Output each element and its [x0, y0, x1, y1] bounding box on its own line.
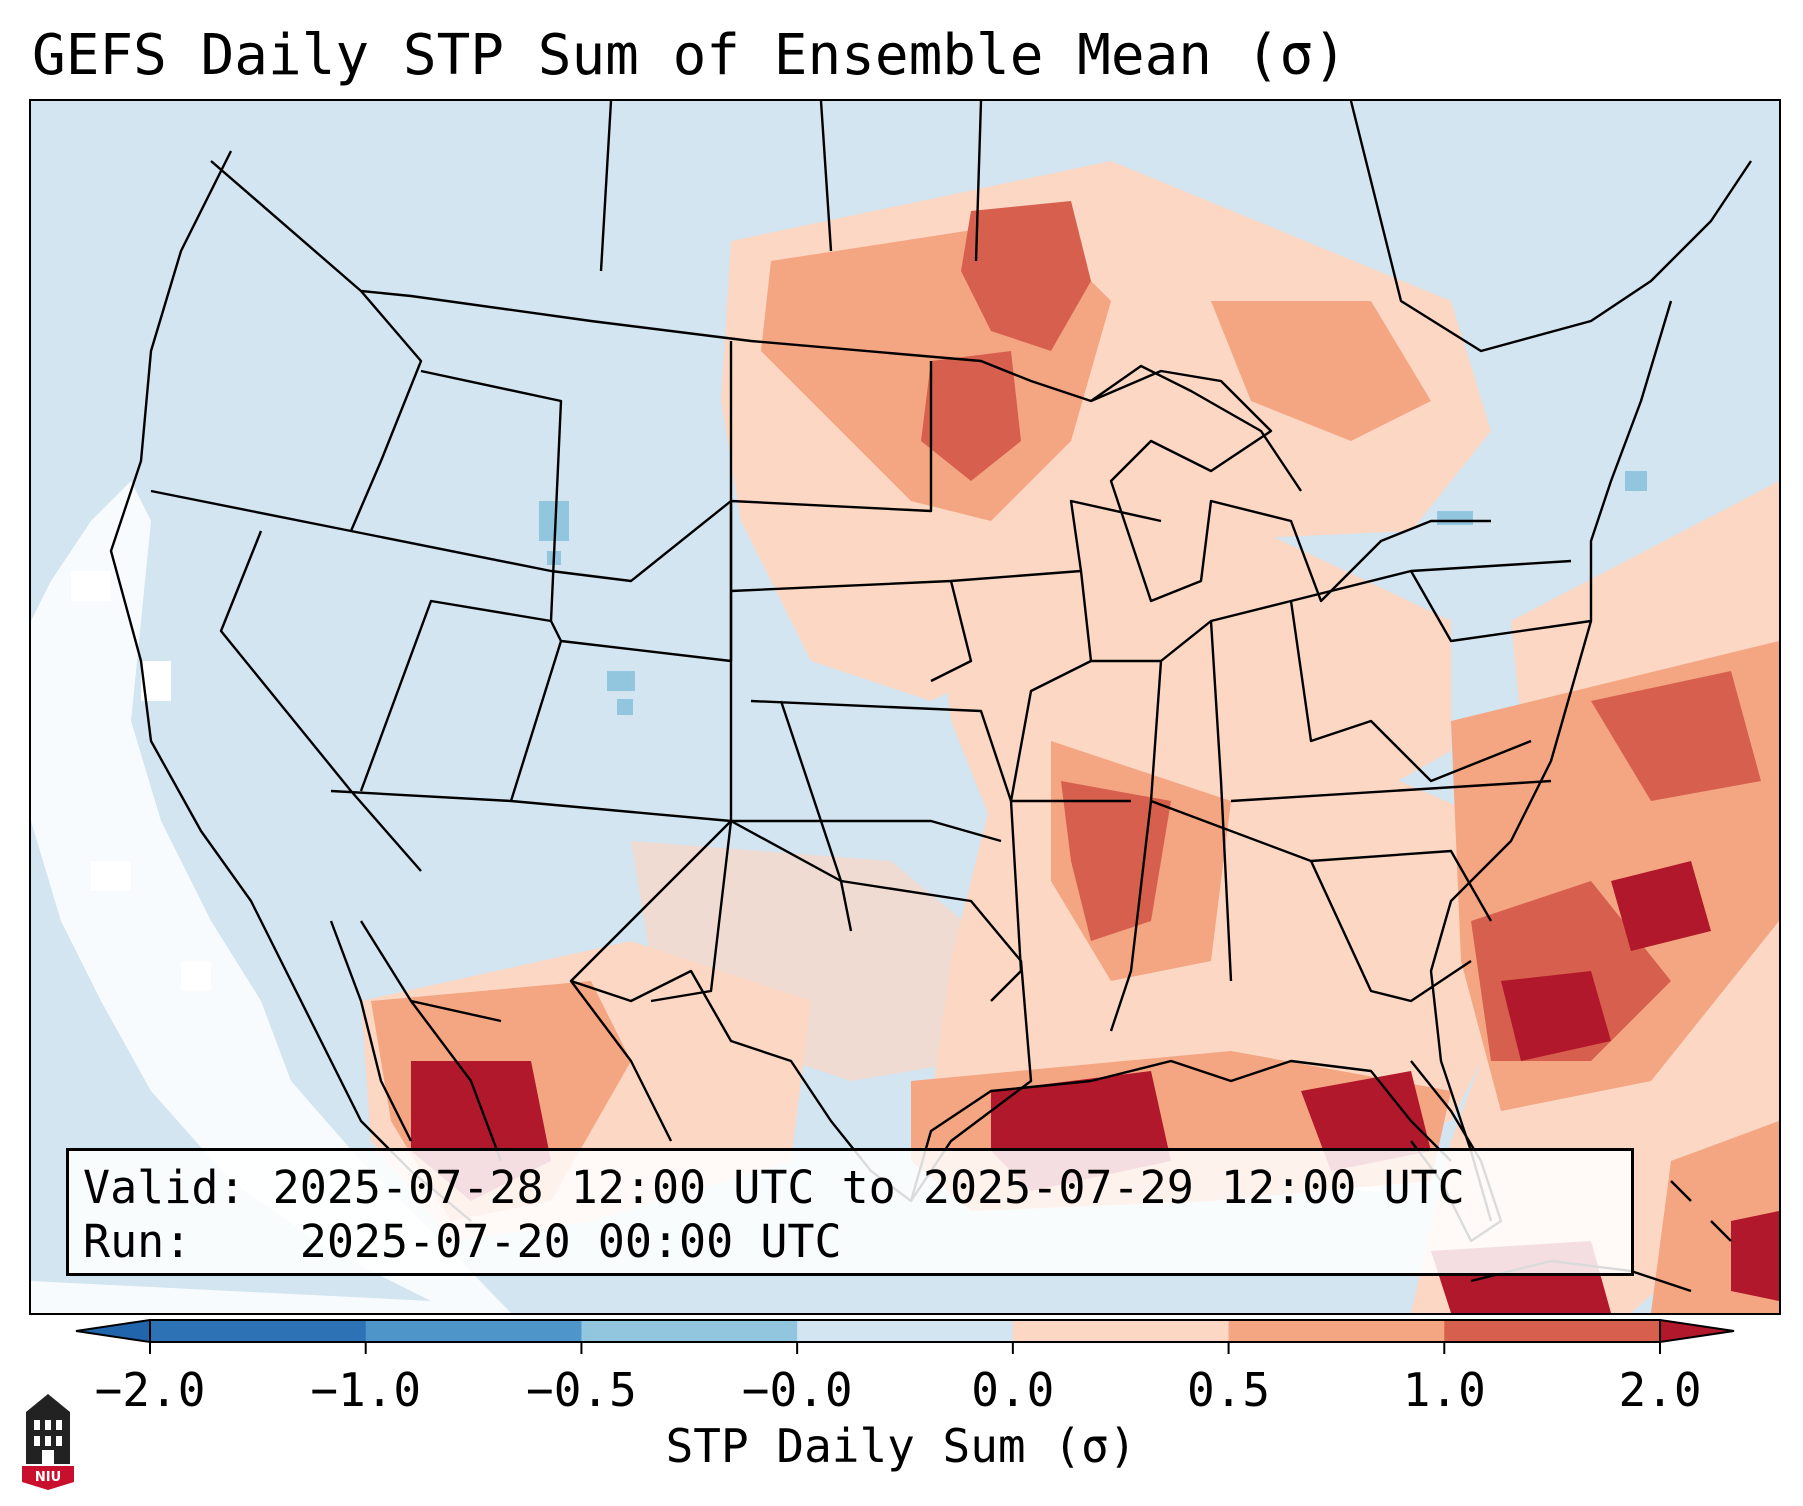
colorbar: −2.0 −1.0 −0.5 −0.0 0.0 0.5 1.0 2.0 STP Daily S…	[75, 1318, 1735, 1473]
colorbar-segment	[1444, 1320, 1661, 1342]
colorbar-label: STP Daily Sum (σ)	[666, 1419, 1137, 1473]
colorbar-ticks: −2.0 −1.0 −0.5 −0.0 0.0 0.5 1.0 2.0	[95, 1342, 1702, 1417]
info-box: Valid: 2025-07-28 12:00 UTC to 2025-07-2…	[66, 1148, 1634, 1276]
logo-text: NIU	[35, 1470, 61, 1485]
colorbar-tick-label: −2.0	[95, 1363, 206, 1417]
colorbar-tick-label: 0.5	[1187, 1363, 1270, 1417]
state-lines-west	[150, 290, 1002, 872]
patch-med-ontario	[1211, 301, 1431, 441]
patch-dark-minnesota	[921, 351, 1021, 481]
mexico-lines	[359, 920, 673, 1162]
patch-neg-colorado	[607, 671, 635, 691]
patch-neg-newyork	[1437, 511, 1473, 525]
us-canada-border	[210, 160, 1302, 492]
colorbar-tick-label: 1.0	[1403, 1363, 1486, 1417]
colorbar-tick-label: −0.0	[742, 1363, 853, 1417]
gulf-coast	[909, 1059, 1452, 1202]
map-svg	[31, 101, 1779, 1313]
patch-neg-colorado-2	[617, 699, 633, 715]
patch-dark-gulf-east	[1301, 1071, 1431, 1171]
chart-title: GEFS Daily STP Sum of Ensemble Mean (σ)	[32, 23, 1347, 88]
niu-logo-icon: NIU	[22, 1394, 74, 1490]
patch-dark-atlantic-1	[1591, 671, 1761, 801]
bahamas	[1670, 1180, 1732, 1242]
colorbar-segment	[150, 1320, 367, 1342]
valid-label: Valid:	[83, 1161, 246, 1214]
state-lines-east	[1091, 559, 1592, 1032]
colorbar-extend-under	[75, 1318, 151, 1344]
canada-lines	[599, 101, 1752, 353]
colorbar-bar	[75, 1318, 1735, 1344]
run-value: 2025-07-20 00:00 UTC	[299, 1215, 842, 1268]
map-panel	[29, 99, 1781, 1315]
patch-light-texas	[631, 841, 1011, 1081]
colorbar-tick-label: 0.0	[971, 1363, 1054, 1417]
colorbar-segment	[1012, 1320, 1230, 1342]
colorbar-segment	[797, 1320, 1014, 1342]
patch-dark-arkansas	[1061, 781, 1171, 941]
colorbar-segment	[581, 1320, 798, 1342]
colorbar-tick-label: 2.0	[1618, 1363, 1701, 1417]
east-coast	[1429, 300, 1673, 1222]
colorbar-tick-label: −1.0	[310, 1363, 421, 1417]
colorbar-segment	[1228, 1320, 1445, 1342]
colorbar-extend-over	[1659, 1318, 1735, 1344]
patch-neg-vermont	[1625, 471, 1647, 491]
baja	[329, 920, 413, 1142]
run-label: Run:	[83, 1215, 192, 1268]
valid-value: 2025-07-28 12:00 UTC to 2025-07-29 12:00…	[272, 1161, 1465, 1214]
patch-dark-carolina	[1501, 971, 1611, 1061]
patch-dark-northdakota	[961, 201, 1091, 351]
patch-dark-atlantic-3	[1611, 861, 1711, 951]
colorbar-tick-label: −0.5	[526, 1363, 637, 1417]
colorbar-segment	[365, 1320, 582, 1342]
west-coast	[109, 150, 472, 1222]
colorbar-outline	[149, 1319, 1661, 1343]
patch-dark-bahamas	[1731, 1211, 1779, 1301]
great-lakes	[1090, 369, 1491, 603]
